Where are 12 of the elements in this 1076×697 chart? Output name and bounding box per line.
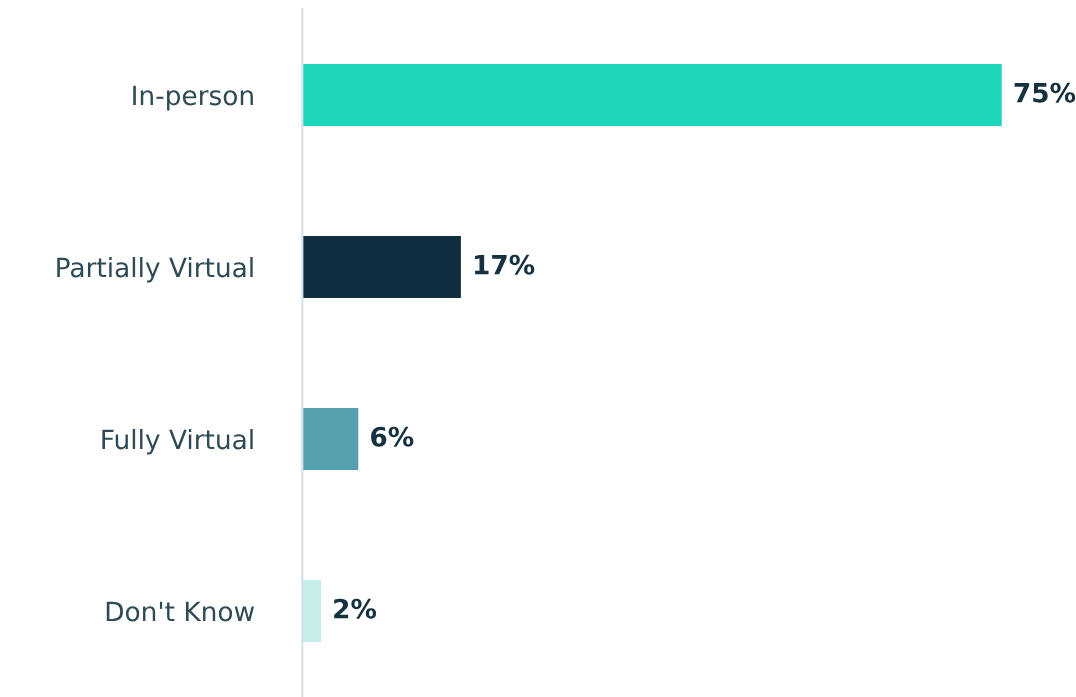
y-tick-label: In-person: [133, 85, 253, 111]
data-label: 17%: [474, 254, 535, 275]
bar: [302, 236, 461, 298]
bar: [302, 64, 1002, 126]
data-label: 6%: [371, 426, 414, 447]
y-tick-label: Don't Know: [106, 601, 255, 622]
data-label: 75%: [1014, 82, 1076, 103]
y-tick-label: Fully Virtual: [102, 428, 253, 455]
data-label: 2%: [334, 598, 377, 619]
bar: [302, 408, 359, 470]
bar: [302, 580, 322, 642]
y-tick-label: Partially Virtual: [57, 256, 253, 283]
